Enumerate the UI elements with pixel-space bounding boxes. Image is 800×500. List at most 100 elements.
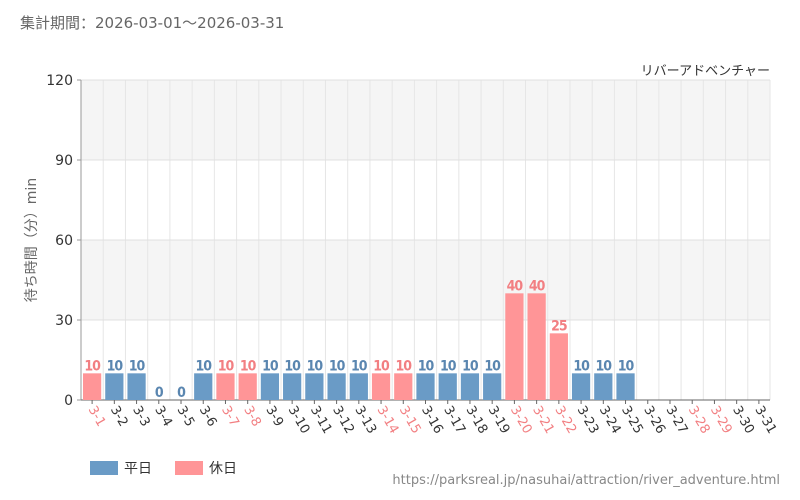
data-label-3-25: 10 [618, 358, 635, 374]
x-tick-label-3-9: 3-9 [262, 404, 286, 430]
y-tick-label: 60 [55, 233, 73, 249]
plot-band [81, 160, 770, 240]
legend-holiday-swatch [175, 461, 203, 475]
x-tick-label-3-14: 3-14 [374, 404, 402, 437]
data-label-3-22: 25 [551, 318, 567, 334]
x-tick-label-3-24: 3-24 [596, 404, 624, 437]
x-tick-label-3-1: 3-1 [85, 404, 109, 430]
bar-3-10 [283, 373, 302, 400]
legend-holiday: 休日 [175, 458, 237, 478]
x-tick-label-3-6: 3-6 [196, 404, 220, 430]
bar-3-14 [371, 373, 391, 400]
x-tick-label-3-18: 3-18 [462, 404, 490, 437]
data-label-3-4: 0 [155, 385, 164, 401]
legend-weekday: 平日 [90, 458, 152, 478]
x-tick-label-3-8: 3-8 [240, 404, 264, 430]
x-tick-label-3-2: 3-2 [107, 404, 131, 430]
bar-3-16 [416, 373, 435, 400]
x-tick-label-3-21: 3-21 [529, 404, 557, 437]
data-label-3-18: 10 [462, 358, 479, 374]
data-label-3-2: 10 [107, 358, 124, 374]
data-label-3-14: 10 [373, 358, 390, 374]
bar-3-13 [349, 373, 368, 400]
data-label-3-1: 10 [84, 358, 101, 374]
data-label-3-12: 10 [329, 358, 346, 374]
data-label-3-20: 40 [507, 278, 524, 294]
x-tick-label-3-17: 3-17 [440, 404, 468, 437]
data-label-3-24: 10 [596, 358, 613, 374]
legend-holiday-label: 休日 [209, 461, 237, 477]
data-label-3-8: 10 [240, 358, 257, 374]
x-tick-label-3-13: 3-13 [351, 404, 379, 437]
source-url: https://parksreal.jp/nasuhai/attraction/… [392, 473, 780, 488]
x-tick-label-3-28: 3-28 [685, 404, 713, 437]
bar-3-15 [394, 373, 413, 400]
legend-weekday-swatch [90, 461, 118, 475]
data-label-3-16: 10 [418, 358, 435, 374]
data-label-3-21: 40 [529, 278, 546, 294]
bar-3-23 [571, 373, 591, 400]
x-tick-label-3-20: 3-20 [507, 404, 535, 437]
x-tick-label-3-7: 3-7 [218, 404, 242, 430]
bar-3-24 [594, 373, 613, 400]
data-label-3-6: 10 [195, 358, 212, 374]
y-axis-label: 待ち時間（分）min [24, 178, 40, 302]
plot-bands [81, 80, 770, 400]
x-tick-label-3-16: 3-16 [418, 404, 446, 437]
period-label: 集計期間：2026-03-01～2026-03-31 [20, 14, 285, 32]
bar-3-2 [105, 373, 124, 400]
bar-3-19 [483, 373, 502, 400]
x-tick-label-3-22: 3-22 [551, 404, 579, 437]
bar-3-18 [460, 373, 480, 400]
y-tick-label: 0 [64, 393, 73, 409]
bar-3-12 [327, 373, 346, 400]
x-tick-label-3-12: 3-12 [329, 404, 357, 437]
x-tick-label-3-31: 3-31 [751, 404, 779, 437]
data-label-3-9: 10 [262, 358, 279, 374]
bar-3-3 [127, 373, 146, 400]
data-label-3-19: 10 [484, 358, 501, 374]
bar-3-9 [260, 373, 280, 400]
data-label-3-10: 10 [284, 358, 301, 374]
data-label-3-23: 10 [573, 358, 590, 374]
y-tick-label: 90 [55, 153, 73, 169]
bar-3-1 [83, 373, 102, 400]
data-label-3-15: 10 [396, 358, 413, 374]
data-label-3-3: 10 [129, 358, 146, 374]
x-tick-label-3-30: 3-30 [729, 404, 757, 437]
x-tick-label-3-4: 3-4 [151, 404, 175, 430]
bar-3-21 [527, 293, 546, 400]
legend-weekday-label: 平日 [124, 461, 152, 477]
bar-3-11 [305, 373, 324, 400]
bar-3-8 [238, 373, 257, 400]
x-tick-labels: 3-13-23-33-43-53-63-73-83-93-103-113-123… [85, 404, 780, 437]
x-tick-label-3-5: 3-5 [174, 404, 198, 430]
plot-band [81, 80, 770, 160]
data-label-3-13: 10 [351, 358, 368, 374]
x-tick-label-3-10: 3-10 [285, 404, 313, 437]
x-tick-label-3-3: 3-3 [129, 404, 153, 430]
x-tick-label-3-15: 3-15 [396, 404, 424, 437]
x-tick-label-3-27: 3-27 [663, 404, 691, 437]
x-tick-label-3-26: 3-26 [640, 404, 668, 437]
data-label-3-7: 10 [218, 358, 235, 374]
x-tick-label-3-25: 3-25 [618, 404, 646, 437]
y-tick-label: 30 [55, 313, 73, 329]
data-label-3-17: 10 [440, 358, 457, 374]
x-tick-label-3-19: 3-19 [485, 404, 513, 437]
bar-3-22 [549, 333, 568, 400]
y-tick-labels: 0 30 60 90 120 [46, 73, 73, 409]
y-tick-label: 120 [46, 73, 73, 89]
data-label-3-11: 10 [307, 358, 324, 374]
data-label-3-5: 0 [177, 385, 186, 401]
bar-3-17 [438, 373, 457, 400]
x-tick-label-3-29: 3-29 [707, 404, 735, 437]
chart-subtitle: リバーアドベンチャー [641, 64, 770, 79]
bar-3-6 [194, 373, 213, 400]
bars [83, 293, 635, 400]
x-tick-label-3-23: 3-23 [574, 404, 602, 437]
x-tick-label-3-11: 3-11 [307, 404, 335, 437]
plot-band [81, 240, 770, 320]
bar-3-20 [505, 293, 524, 400]
